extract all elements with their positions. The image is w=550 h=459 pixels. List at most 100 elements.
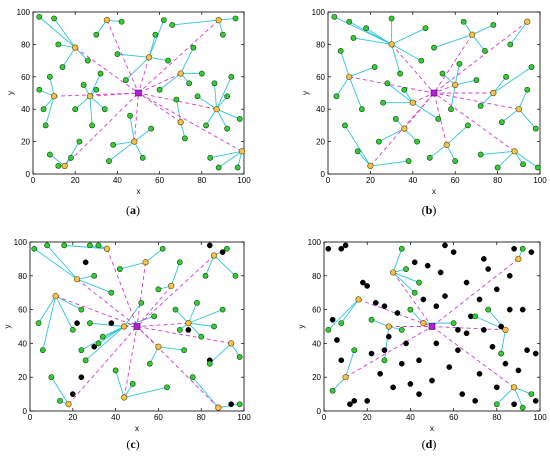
cluster-head-node: [238, 148, 245, 155]
member-link: [113, 141, 135, 146]
member-link: [218, 150, 243, 168]
member-node: [354, 148, 361, 155]
member-link: [55, 295, 74, 331]
member-node: [55, 162, 62, 169]
member-link: [429, 144, 447, 159]
dead-node: [325, 245, 332, 252]
x-tick-label: 0: [326, 176, 331, 185]
member-link: [500, 329, 506, 354]
member-node: [176, 326, 183, 333]
member-node: [198, 333, 205, 340]
member-node: [152, 31, 159, 38]
member-link: [209, 343, 232, 365]
member-node: [342, 122, 348, 129]
member-node: [87, 242, 93, 249]
dead-node: [342, 242, 349, 249]
member-node: [146, 360, 153, 367]
dead-node: [455, 327, 461, 333]
member-node: [401, 86, 408, 93]
member-node: [82, 357, 89, 364]
member-node: [207, 154, 214, 161]
dead-node: [91, 343, 98, 350]
member-link: [340, 50, 350, 77]
member-node: [477, 151, 484, 158]
panel-caption: (d): [422, 437, 437, 451]
dead-node: [519, 306, 526, 313]
cluster-head-node: [86, 93, 94, 100]
y-tick-label: 60: [316, 73, 325, 82]
y-tick-label: 20: [21, 138, 30, 147]
member-node: [398, 245, 405, 252]
member-link: [108, 141, 135, 162]
member-node: [46, 151, 53, 158]
dead-node: [450, 249, 457, 255]
cluster-head-node: [443, 141, 450, 148]
member-link: [39, 16, 76, 48]
member-link: [392, 272, 420, 283]
dead-node: [480, 327, 487, 333]
member-link: [192, 376, 219, 408]
cluster-head-link: [89, 92, 139, 97]
member-node: [165, 57, 171, 64]
cluster-head-node: [213, 106, 220, 113]
x-tick-label: 0: [31, 176, 36, 185]
member-node: [481, 47, 488, 54]
member-link: [501, 108, 520, 123]
dead-node: [429, 377, 435, 384]
member-link: [124, 315, 155, 327]
x-tick-label: 80: [493, 176, 502, 185]
dead-node: [420, 296, 427, 303]
member-node: [223, 245, 230, 252]
dead-node: [398, 360, 405, 367]
member-node: [388, 15, 395, 22]
dead-node: [480, 256, 487, 262]
cluster-head-link: [349, 76, 435, 94]
member-node: [234, 164, 241, 171]
member-node: [485, 306, 492, 313]
member-node: [368, 316, 375, 323]
dead-node: [442, 293, 448, 299]
member-node: [186, 80, 193, 87]
member-link: [344, 125, 371, 167]
member-node: [351, 347, 358, 354]
cluster-head-link: [123, 326, 138, 398]
dead-node: [511, 245, 517, 252]
member-link: [205, 108, 217, 126]
dead-node: [108, 320, 115, 326]
panel-a: 0 20 40 60 80 100 0 20 40 60 80 100 x y (a): [6, 8, 251, 217]
x-tick-label: 100: [237, 413, 251, 422]
member-node: [36, 13, 43, 20]
member-node: [202, 272, 209, 279]
cluster-head-node: [103, 245, 111, 252]
member-link: [176, 99, 182, 123]
member-link: [89, 73, 101, 97]
member-node: [118, 18, 125, 25]
cluster-head-node: [469, 31, 476, 38]
member-node: [472, 313, 479, 320]
cluster-head-node: [367, 162, 374, 169]
member-link: [216, 76, 232, 110]
cluster-head-link: [403, 92, 435, 129]
x-tick-label: 40: [113, 176, 122, 185]
cluster-head-link: [136, 255, 215, 327]
member-node: [422, 25, 429, 32]
dead-node: [381, 303, 388, 310]
dead-node: [377, 370, 384, 377]
dead-node: [364, 283, 371, 289]
cluster-head-node: [185, 320, 192, 327]
member-node: [219, 31, 226, 38]
base-station: [428, 323, 436, 330]
x-tick-label: 100: [237, 176, 251, 185]
dead-node: [463, 330, 470, 337]
dead-node: [472, 398, 479, 404]
member-node: [473, 77, 480, 83]
cluster-head-node: [385, 323, 392, 330]
cluster-head-node: [121, 394, 128, 401]
member-node: [397, 70, 403, 77]
member-link: [148, 56, 169, 62]
dead-node: [411, 259, 418, 266]
member-node: [55, 41, 62, 48]
cluster-head-node: [511, 148, 518, 155]
member-node: [236, 401, 243, 408]
dead-node: [185, 327, 192, 333]
